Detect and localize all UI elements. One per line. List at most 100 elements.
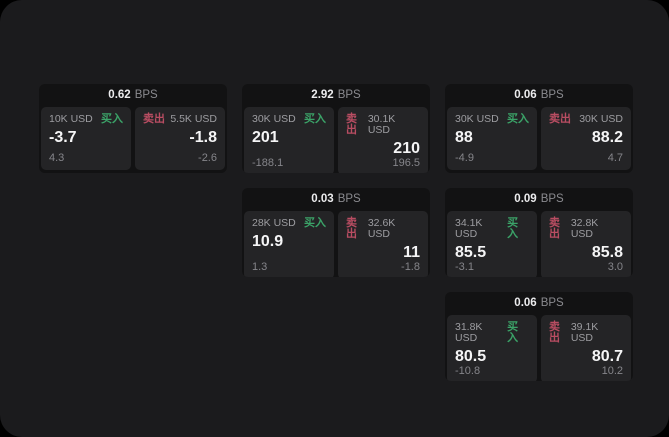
card-header: 0.62 BPS	[39, 84, 227, 106]
bps-unit-label: BPS	[540, 193, 564, 206]
card-header: 2.92 BPS	[242, 84, 430, 106]
sell-delta: -2.6	[198, 152, 217, 164]
buy-side-label: 买入	[304, 217, 326, 229]
quote-card: 0.03 BPS 28K USD 买入 10.9 1.3 卖出 32.6K US…	[242, 188, 430, 277]
buy-side-label: 买入	[101, 113, 123, 125]
card-header: 0.03 BPS	[242, 188, 430, 210]
buy-side-label: 买入	[507, 321, 519, 344]
sell-panel-top: 卖出 5.5K USD	[143, 114, 217, 125]
sell-panel[interactable]: 卖出 32.8K USD 85.8 3.0	[541, 211, 631, 277]
panels: 28K USD 买入 10.9 1.3 卖出 32.6K USD 11 -1.8	[242, 210, 430, 277]
buy-value: 80.5	[455, 348, 487, 365]
sell-value: 88.2	[591, 129, 623, 146]
buy-panel-top: 30K USD 买入	[455, 114, 529, 125]
sell-panel-top: 卖出 30K USD	[549, 114, 623, 125]
sell-panel-top: 卖出 32.6K USD	[346, 218, 420, 240]
buy-size: 28K USD	[252, 217, 296, 229]
buy-panel[interactable]: 30K USD 买入 201 -188.1	[244, 107, 334, 173]
buy-panel-top: 31.8K USD 买入	[455, 322, 529, 344]
sell-size: 32.8K USD	[570, 217, 599, 240]
buy-delta: 1.3	[252, 260, 268, 273]
buy-delta: -10.8	[455, 364, 481, 377]
sell-panel[interactable]: 卖出 32.6K USD 11 -1.8	[338, 211, 428, 277]
sell-panel-top: 卖出 32.8K USD	[549, 218, 623, 240]
sell-delta: 196.5	[392, 156, 420, 169]
buy-panel[interactable]: 10K USD 买入 -3.7 4.3	[41, 107, 131, 170]
buy-panel-top: 10K USD 买入	[49, 114, 123, 125]
quote-card: 0.06 BPS 31.8K USD 买入 80.5 -10.8 卖出 39.1…	[445, 292, 633, 381]
sell-panel[interactable]: 卖出 30K USD 88.2 4.7	[541, 107, 631, 170]
panels: 30K USD 买入 88 -4.9 卖出 30K USD 88.2 4.7	[445, 106, 633, 173]
panels: 34.1K USD 买入 85.5 -3.1 卖出 32.8K USD 85.8…	[445, 210, 633, 277]
sell-delta: -1.8	[401, 260, 420, 273]
sell-panel[interactable]: 卖出 30.1K USD 210 196.5	[338, 107, 428, 173]
sell-side-label: 卖出	[549, 113, 571, 125]
buy-size: 34.1K USD	[455, 217, 483, 240]
sell-side-label: 卖出	[549, 321, 560, 344]
sell-delta: 10.2	[601, 364, 623, 377]
sell-side-label: 卖出	[549, 217, 560, 240]
buy-delta: 4.3	[49, 152, 65, 164]
buy-panel-top: 34.1K USD 买入	[455, 218, 529, 240]
buy-panel[interactable]: 28K USD 买入 10.9 1.3	[244, 211, 334, 277]
sell-value: 11	[403, 244, 420, 261]
buy-panel-top: 30K USD 买入	[252, 114, 326, 125]
buy-value: 88	[455, 129, 473, 146]
buy-panel[interactable]: 31.8K USD 买入 80.5 -10.8	[447, 315, 537, 381]
bps-unit-label: BPS	[540, 89, 564, 102]
bps-unit-label: BPS	[134, 89, 158, 102]
sell-size: 30K USD	[579, 113, 623, 125]
buy-side-label: 买入	[507, 217, 519, 240]
card-header: 0.09 BPS	[445, 188, 633, 210]
quote-card: 2.92 BPS 30K USD 买入 201 -188.1 卖出 30.1K …	[242, 84, 430, 173]
sell-size: 32.6K USD	[367, 217, 396, 240]
card-header: 0.06 BPS	[445, 292, 633, 314]
panels: 30K USD 买入 201 -188.1 卖出 30.1K USD 210 1…	[242, 106, 430, 173]
buy-value: 201	[252, 129, 279, 146]
sell-value: 210	[393, 140, 420, 157]
card-header: 0.06 BPS	[445, 84, 633, 106]
panels: 31.8K USD 买入 80.5 -10.8 卖出 39.1K USD 80.…	[445, 314, 633, 381]
bps-value: 0.06	[514, 89, 537, 102]
sell-delta: 4.7	[607, 152, 623, 164]
buy-delta: -3.1	[455, 260, 474, 273]
sell-panel-top: 卖出 39.1K USD	[549, 322, 623, 344]
sell-panel[interactable]: 卖出 39.1K USD 80.7 10.2	[541, 315, 631, 381]
sell-value: 80.7	[591, 348, 623, 365]
bps-value: 0.03	[311, 193, 334, 206]
sell-side-label: 卖出	[346, 113, 357, 136]
bps-unit-label: BPS	[337, 89, 361, 102]
sell-value: 85.8	[591, 244, 623, 261]
buy-side-label: 买入	[304, 113, 326, 125]
buy-delta: -4.9	[455, 152, 474, 164]
sell-panel-top: 卖出 30.1K USD	[346, 114, 420, 136]
buy-size: 31.8K USD	[455, 321, 483, 344]
sell-panel[interactable]: 卖出 5.5K USD -1.8 -2.6	[135, 107, 225, 170]
buy-value: 85.5	[455, 244, 487, 261]
sell-size: 30.1K USD	[367, 113, 396, 136]
sell-side-label: 卖出	[346, 217, 357, 240]
quote-cards-grid: 0.62 BPS 10K USD 买入 -3.7 4.3 卖出 5.5K USD	[39, 84, 633, 381]
buy-side-label: 买入	[507, 113, 529, 125]
panels: 10K USD 买入 -3.7 4.3 卖出 5.5K USD -1.8 -2.…	[39, 106, 227, 173]
bps-value: 0.09	[514, 193, 537, 206]
buy-panel[interactable]: 34.1K USD 买入 85.5 -3.1	[447, 211, 537, 277]
buy-delta: -188.1	[252, 156, 284, 169]
quote-card: 0.62 BPS 10K USD 买入 -3.7 4.3 卖出 5.5K USD	[39, 84, 227, 173]
bps-value: 0.62	[108, 89, 131, 102]
bps-unit-label: BPS	[540, 297, 564, 310]
buy-size: 30K USD	[455, 113, 499, 125]
sell-side-label: 卖出	[143, 113, 165, 125]
buy-size: 10K USD	[49, 113, 93, 125]
buy-panel-top: 28K USD 买入	[252, 218, 326, 229]
quote-card: 0.06 BPS 30K USD 买入 88 -4.9 卖出 30K USD	[445, 84, 633, 173]
quote-card: 0.09 BPS 34.1K USD 买入 85.5 -3.1 卖出 32.8K…	[445, 188, 633, 277]
buy-panel[interactable]: 30K USD 买入 88 -4.9	[447, 107, 537, 170]
sell-value: -1.8	[189, 129, 217, 146]
buy-value: -3.7	[49, 129, 77, 146]
bps-unit-label: BPS	[337, 193, 361, 206]
sell-size: 5.5K USD	[170, 113, 217, 125]
sell-size: 39.1K USD	[570, 321, 599, 344]
bps-value: 0.06	[514, 297, 537, 310]
